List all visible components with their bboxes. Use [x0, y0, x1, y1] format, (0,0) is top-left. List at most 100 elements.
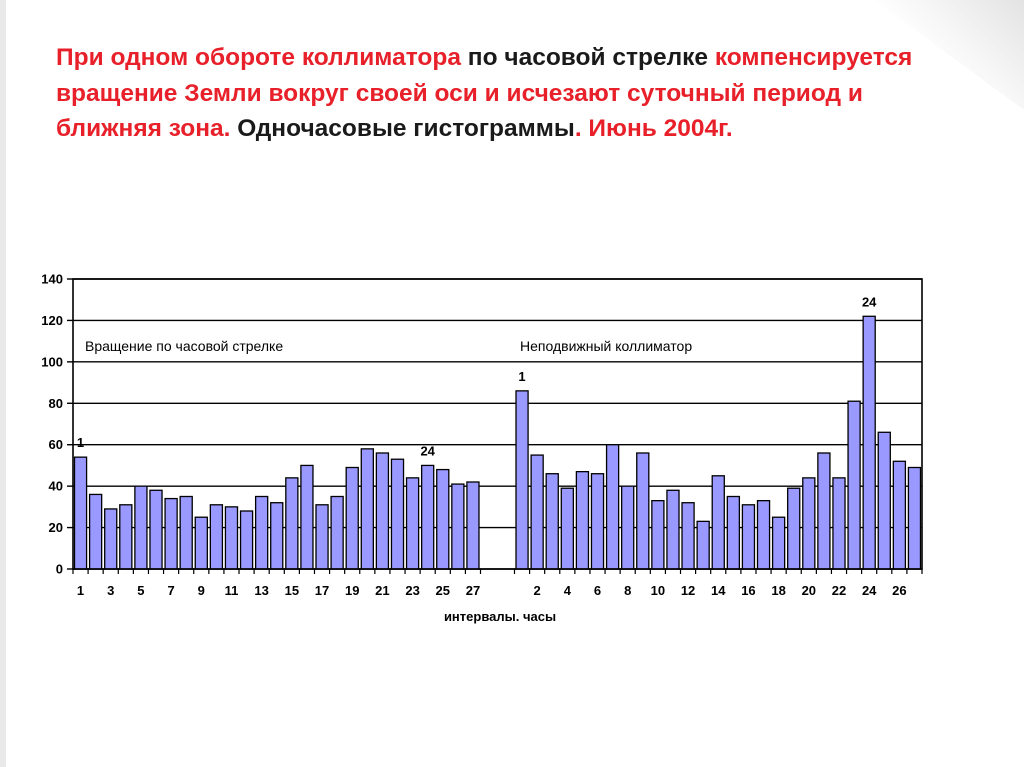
bar-s1-h4: [119, 504, 133, 570]
bar-s1-h3: [104, 508, 118, 570]
bar-s2-h13: [696, 520, 710, 570]
bar-s1-h10: [209, 504, 224, 570]
bar-s1-h1: [73, 456, 88, 570]
bar-s1-h2: [88, 493, 103, 570]
bar-s1-h11: [224, 506, 239, 570]
bar-s2-h4: [560, 487, 575, 570]
bar-s2-h21: [817, 452, 831, 570]
y-tick-label: 20: [49, 520, 63, 535]
bar-s2-h19: [787, 487, 801, 570]
bar-marker: 24: [420, 443, 435, 458]
bar-s1-h9: [194, 516, 208, 570]
bar-s1-h21: [375, 452, 390, 570]
bar-s2-h22: [832, 477, 846, 570]
bar-s2-h26: [892, 460, 907, 570]
bar-s2-h9: [636, 452, 650, 570]
bar-s2-h17: [756, 499, 771, 570]
bar-s2-h24: [862, 315, 876, 570]
x-tick-label: 25: [436, 583, 450, 598]
title-part-1: При одном обороте коллиматора: [56, 44, 461, 71]
x-tick-label: 12: [681, 583, 695, 598]
bar-s1-h19: [345, 466, 359, 570]
bar-marker: 1: [77, 435, 84, 450]
title-part-4: Одночасовые гистограммы: [230, 115, 575, 142]
bar-s2-h6: [590, 473, 605, 570]
y-tick-label: 140: [41, 272, 63, 287]
bar-s2-h27: [907, 466, 922, 570]
plot-border: [72, 278, 923, 570]
slide-title: При одном обороте коллиматора по часовой…: [56, 40, 916, 147]
y-tick-label: 60: [49, 437, 63, 452]
title-part-3: компенсируется вращение Земли вокруг сво…: [56, 44, 913, 142]
x-tick-label: 16: [741, 583, 755, 598]
bars: [73, 315, 922, 570]
bar-s1-h8: [179, 495, 193, 570]
series-label-fixed: Неподвижный коллиматор: [520, 338, 692, 354]
x-tick-label: 26: [892, 583, 906, 598]
bar-s2-h8: [621, 485, 635, 570]
x-tick-label: 2: [534, 583, 541, 598]
x-tick-labels: 1 3 5 7 9 11 13 15 17 19 21 23 25 27 2 4 6 8 10 12 14 16 18 20 2…: [77, 583, 907, 598]
title-part-5: . Июнь 2004г.: [574, 115, 733, 142]
bar-s1-h23: [405, 477, 420, 570]
bar-s2-h18: [771, 516, 786, 570]
bar-s2-h14: [711, 475, 725, 570]
x-tick-label: 23: [405, 583, 419, 598]
y-tick-label: 80: [49, 396, 63, 411]
bar-s2-h15: [726, 495, 741, 570]
y-tick-label: 40: [49, 479, 63, 494]
x-tick-label: 11: [225, 583, 239, 598]
bar-s2-h2: [530, 454, 544, 570]
x-tick-label: 27: [466, 583, 480, 598]
y-tick-label: 0: [56, 562, 63, 577]
title-part-2: по часовой стрелке: [460, 44, 715, 71]
x-axis-title: интервалы. часы: [444, 609, 556, 624]
x-tick-label: 18: [771, 583, 785, 598]
x-tick-label: 21: [375, 583, 389, 598]
chart-frame: [72, 278, 923, 574]
bar-s1-h13: [254, 495, 269, 570]
bar-marker: 24: [862, 294, 877, 309]
bar-s1-h20: [360, 448, 374, 570]
bar-s2-h1: [515, 390, 529, 570]
x-tick-label: 6: [594, 583, 601, 598]
bar-s1-h5: [134, 485, 148, 570]
x-tick-label: 8: [624, 583, 631, 598]
bar-s1-h7: [164, 497, 178, 570]
x-tick-label: 9: [198, 583, 205, 598]
bar-s1-h27: [466, 481, 480, 570]
bar-marker: 1: [518, 369, 525, 384]
bar-s1-h25: [436, 468, 450, 570]
bar-s1-h18: [330, 495, 344, 570]
x-tick-label: 4: [564, 583, 572, 598]
bar-s1-h26: [451, 483, 465, 570]
bar-s2-h12: [681, 502, 695, 570]
x-tick-label: 14: [711, 583, 726, 598]
y-tick-label: 100: [41, 354, 63, 369]
x-tick-label: 24: [862, 583, 877, 598]
bar-s2-h7: [605, 444, 620, 570]
x-tick-label: 15: [285, 583, 299, 598]
x-tick-label: 19: [345, 583, 359, 598]
bar-s1-h16: [300, 464, 314, 570]
bar-s1-h17: [315, 504, 329, 570]
bar-s1-h14: [270, 502, 284, 570]
bar-s2-h16: [741, 504, 756, 570]
y-tick-label: 120: [41, 313, 63, 328]
bar-s1-h12: [239, 510, 254, 570]
bar-s2-h23: [847, 400, 861, 570]
bar-s2-h3: [545, 473, 559, 570]
bar-s2-h5: [575, 470, 590, 570]
x-tick-label: 17: [315, 583, 329, 598]
bar-s2-h20: [802, 477, 816, 570]
x-tick-label: 13: [254, 583, 268, 598]
bar-s2-h11: [666, 489, 680, 570]
bar-s1-h6: [149, 489, 163, 570]
x-tick-label: 5: [137, 583, 144, 598]
slide-left-edge: [0, 0, 6, 767]
bar-s1-h15: [285, 477, 299, 570]
y-tick-labels: 0 20 40 60 80 100 120 140: [41, 272, 63, 577]
x-tick-label: 20: [802, 583, 816, 598]
